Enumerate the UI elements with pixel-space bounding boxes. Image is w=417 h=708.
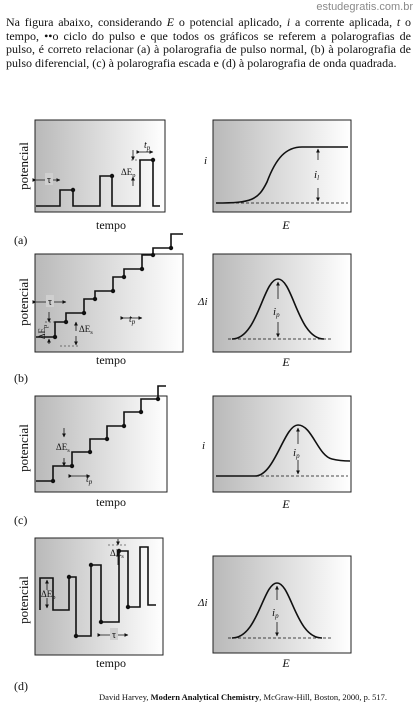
tempo-axis-label: tempo bbox=[96, 218, 126, 232]
ip-label: ip bbox=[273, 306, 280, 319]
panel-d-markers bbox=[66, 548, 131, 639]
panel-c-markers bbox=[50, 396, 161, 484]
des-label: ΔEs bbox=[79, 324, 93, 336]
citation-title: Modern Analytical Chemistry bbox=[150, 692, 260, 702]
question-part-4: o tempo, ••o ciclo do pulso e que todos … bbox=[6, 15, 412, 70]
response-axis-i: i bbox=[202, 440, 205, 452]
panel-b-label: (b) bbox=[14, 371, 28, 385]
ip-label: ip bbox=[272, 607, 279, 620]
des-label: ΔEs bbox=[110, 548, 124, 560]
dep-label: ΔEp bbox=[41, 589, 56, 601]
panel-c: potencial tempo (c) ΔEs tp i E ip bbox=[14, 385, 352, 527]
panel-d-label: (d) bbox=[14, 679, 28, 693]
question-part-3: a corrente aplicada, bbox=[290, 15, 397, 29]
dep-label: ΔEp bbox=[37, 325, 49, 340]
panel-a-markers bbox=[70, 157, 156, 193]
response-axis-e: E bbox=[281, 497, 290, 511]
citation-rest: , McGraw-Hill, Boston, 2000, p. 517. bbox=[259, 692, 387, 702]
panel-d-peak bbox=[231, 582, 323, 639]
question-part-1: Na figura abaixo, considerando bbox=[6, 15, 167, 29]
question-text: Na figura abaixo, considerando E o poten… bbox=[6, 15, 412, 70]
panel-a: potencial tempo (a) τ tp ΔEp i E il bbox=[14, 119, 352, 247]
question-var-t: t bbox=[396, 15, 401, 29]
panel-b-peak bbox=[231, 278, 325, 340]
tp-label: tp bbox=[144, 140, 151, 152]
question-part-2: o potencial aplicado, bbox=[174, 15, 287, 29]
panel-b-waveform-box bbox=[34, 253, 184, 353]
panel-a-label: (a) bbox=[14, 233, 27, 247]
ip-label: ip bbox=[293, 447, 300, 460]
citation-author: David Harvey, bbox=[99, 692, 151, 702]
panel-c-peak bbox=[216, 424, 351, 477]
site-watermark: estudegratis.com.br bbox=[316, 1, 413, 13]
dep-label: ΔEp bbox=[121, 167, 136, 179]
response-axis-delta-i: Δi bbox=[197, 597, 208, 609]
panel-a-response-box bbox=[212, 119, 352, 213]
response-axis-e: E bbox=[281, 355, 290, 369]
il-label: il bbox=[314, 169, 319, 182]
potencial-axis-label: potencial bbox=[16, 424, 31, 472]
panel-d-waveform bbox=[39, 546, 156, 637]
response-axis-i: i bbox=[204, 155, 207, 167]
response-axis-e: E bbox=[281, 218, 290, 232]
panel-d: potencial tempo (d) ΔEp ΔEs τ Δi E ip bbox=[14, 537, 352, 693]
des-label: ΔEs bbox=[56, 442, 70, 454]
tempo-axis-label: tempo bbox=[96, 495, 126, 509]
response-axis-e: E bbox=[281, 656, 290, 670]
citation: David Harvey, Modern Analytical Chemistr… bbox=[0, 692, 387, 702]
tp-label: tp bbox=[129, 314, 136, 326]
response-axis-delta-i: Δi bbox=[197, 296, 208, 308]
tempo-axis-label: tempo bbox=[96, 656, 126, 670]
potencial-axis-label: potencial bbox=[16, 278, 31, 326]
question-var-e: E bbox=[166, 15, 175, 29]
question-var-i: i bbox=[286, 15, 291, 29]
potencial-axis-label: potencial bbox=[16, 142, 31, 190]
panel-b-response-box bbox=[212, 253, 352, 353]
panel-b: potencial tempo (b) τ tp ΔEp ΔEs Δi E ip bbox=[14, 233, 352, 385]
potencial-axis-label: potencial bbox=[16, 576, 31, 624]
tp-label: tp bbox=[86, 474, 93, 486]
panel-c-label: (c) bbox=[14, 513, 27, 527]
tau-label: τ bbox=[112, 630, 116, 641]
panel-c-waveform-box bbox=[34, 395, 168, 493]
panel-b-markers bbox=[52, 245, 174, 340]
tau-label: τ bbox=[48, 297, 52, 308]
panel-a-sigmoid bbox=[215, 146, 348, 204]
tau-label: τ bbox=[47, 175, 51, 186]
tempo-axis-label: tempo bbox=[96, 353, 126, 367]
